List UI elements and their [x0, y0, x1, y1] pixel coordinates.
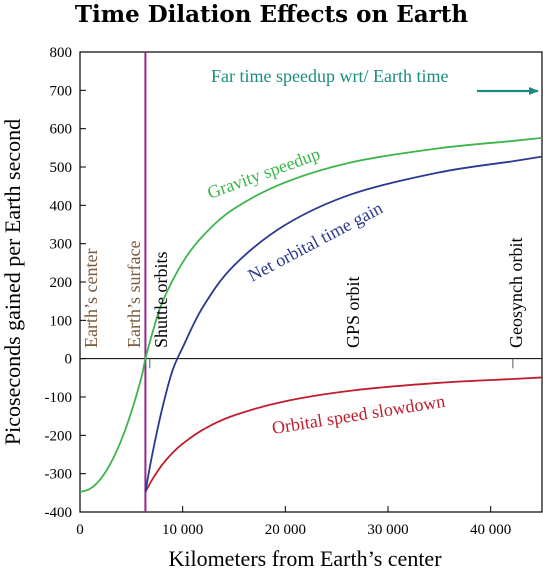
gravity-speedup-label: Gravity speedup	[205, 143, 323, 202]
y-tick-label: 800	[50, 45, 73, 61]
geosynch-orbit-label: Geosynch orbit	[506, 238, 526, 348]
y-tick-label: 100	[50, 313, 73, 329]
y-tick-label: -200	[45, 428, 73, 444]
y-tick-label: 300	[50, 237, 73, 253]
net-orbital-time-gain-label: Net orbital time gain	[244, 198, 385, 286]
y-tick-label: 200	[50, 275, 73, 291]
x-tick-label: 40 000	[470, 522, 511, 538]
orbital-speed-slowdown-line	[144, 376, 542, 493]
y-tick-label: -400	[45, 505, 73, 521]
earth-center-label: Earth’s center	[81, 249, 101, 348]
chart-title: Time Dilation Effects on Earth	[74, 1, 469, 28]
x-tick-label: 30 000	[367, 522, 408, 538]
earth-surface-label: Earth’s surface	[124, 241, 144, 348]
x-tick-label: 20 000	[265, 522, 306, 538]
gravity-speedup-line	[80, 136, 542, 493]
plot-frame	[79, 51, 543, 513]
y-tick-label: 600	[50, 122, 73, 138]
x-tick-label: 10 000	[162, 522, 203, 538]
y-tick-label: -300	[45, 467, 73, 483]
far-time-label: Far time speedup wrt/ Earth time	[211, 66, 448, 86]
orbital-speed-slowdown-label: Orbital speed slowdown	[270, 391, 446, 438]
y-tick-label: 500	[50, 160, 73, 176]
x-axis-label: Kilometers from Earth’s center	[168, 546, 442, 571]
net-orbital-time-gain-line	[144, 155, 542, 493]
y-tick-label: 400	[50, 198, 73, 214]
y-axis-label: Picoseconds gained per Earth second	[0, 119, 25, 445]
y-tick-label: 0	[65, 352, 73, 368]
y-tick-label: -100	[45, 390, 73, 406]
y-tick-label: 700	[50, 83, 73, 99]
x-tick-label: 0	[76, 522, 84, 538]
shuttle-orbits-label: Shuttle orbits	[151, 251, 171, 348]
gps-orbit-label: GPS orbit	[343, 276, 363, 348]
